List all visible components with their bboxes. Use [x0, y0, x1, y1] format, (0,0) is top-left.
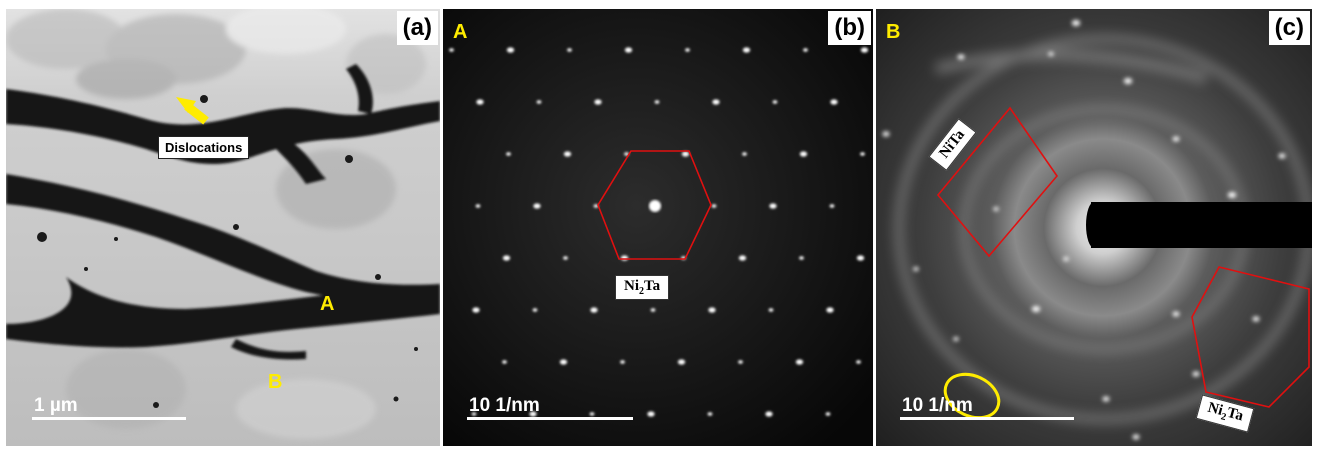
diffraction-spot	[742, 47, 751, 53]
diffraction-spot	[1227, 192, 1237, 198]
diffraction-pattern	[443, 9, 873, 446]
diffraction-spot	[1278, 153, 1286, 159]
panel-letter: (a)	[396, 11, 438, 45]
diffraction-spot	[502, 255, 511, 261]
diffraction-spot	[1031, 306, 1041, 312]
diffraction-spot	[593, 204, 599, 208]
diffraction-spot	[1071, 20, 1081, 26]
diffraction-spot	[589, 412, 595, 416]
diffraction-spot	[472, 307, 480, 313]
tem-micrograph	[6, 9, 440, 446]
diffraction-spot	[620, 360, 625, 364]
diffraction-spot	[712, 99, 720, 105]
diffraction-spot	[1252, 316, 1260, 322]
diffraction-spot	[536, 100, 542, 104]
diffraction-spot	[677, 359, 686, 365]
diffraction-spot	[529, 411, 537, 417]
diffraction-spot	[882, 131, 890, 137]
diffraction-spot	[1048, 52, 1054, 56]
diffraction-spot	[1063, 257, 1069, 261]
region-label: B	[886, 21, 901, 43]
diffraction-spot	[829, 204, 835, 208]
diffraction-spot	[533, 203, 541, 209]
diffraction-panel-b: B (c) NiTa Ni2Ta 10 1/nm	[876, 9, 1312, 446]
diffraction-spot	[799, 151, 808, 157]
diffraction-spot	[711, 204, 717, 208]
region-label: A	[453, 21, 468, 43]
diffraction-spot	[650, 308, 656, 312]
diffraction-spot	[1132, 434, 1140, 440]
diffraction-spot	[559, 359, 568, 365]
diffraction-spot	[624, 47, 633, 53]
diffraction-spot	[620, 255, 629, 261]
panel-letter: (b)	[828, 11, 871, 45]
diffraction-spot	[795, 359, 804, 365]
diffraction-spot	[624, 152, 629, 156]
scale-bar	[32, 417, 186, 420]
diffraction-spot	[475, 204, 481, 208]
diffraction-spot	[594, 99, 602, 105]
scale-text: 10 1/nm	[902, 395, 973, 416]
diffraction-spot	[563, 151, 572, 157]
dislocations-label: Dislocations	[158, 136, 250, 159]
diffraction-spot	[502, 360, 507, 364]
diffraction-spot	[647, 411, 655, 417]
diffraction-spot	[772, 100, 778, 104]
point-b-label: B	[268, 371, 283, 393]
diffraction-spot	[803, 48, 808, 52]
diffraction-spot	[953, 337, 959, 341]
diffraction-spot	[449, 48, 454, 52]
diffraction-spot	[506, 47, 515, 53]
diffraction-spot	[860, 152, 865, 156]
diffraction-spot	[506, 152, 511, 156]
diffraction-spot	[1172, 136, 1180, 142]
diffraction-spot	[799, 256, 804, 260]
diffraction-spot	[742, 152, 747, 156]
diffraction-spot	[567, 48, 572, 52]
diffraction-spot	[768, 308, 774, 312]
point-a-label: A	[320, 293, 335, 315]
diffraction-spot	[1123, 78, 1133, 84]
diffraction-spot	[476, 99, 484, 105]
tem-brightfield-panel: (a) Dislocations A B 1 µm	[6, 9, 440, 446]
diffraction-spot	[1192, 371, 1200, 377]
diffraction-spot	[685, 48, 690, 52]
diffraction-spot	[707, 412, 713, 416]
diffraction-spot	[957, 54, 965, 60]
diffraction-spot	[913, 267, 919, 271]
diffraction-spot	[765, 411, 773, 417]
diffraction-spot	[708, 307, 716, 313]
diffraction-panel-a: A (b) Ni2Ta 10 1/nm	[443, 9, 873, 446]
ni2ta-label: Ni2Ta	[615, 275, 670, 300]
diffraction-spot	[738, 360, 743, 364]
arrow-icon	[176, 97, 209, 125]
diffraction-spot	[681, 151, 690, 157]
scale-text: 10 1/nm	[469, 395, 540, 416]
scale-text: 1 µm	[34, 395, 78, 416]
diffraction-pattern	[876, 9, 1312, 446]
diffraction-spot	[856, 255, 865, 261]
diffraction-spot	[860, 47, 869, 53]
diffraction-spot	[826, 307, 834, 313]
diffraction-spot	[654, 100, 660, 104]
diffraction-spot	[738, 255, 747, 261]
scale-bar	[900, 417, 1074, 420]
diffraction-spot	[856, 360, 861, 364]
diffraction-spot	[590, 307, 598, 313]
diffraction-spot	[993, 207, 999, 211]
scale-bar	[467, 417, 633, 420]
diffraction-spot	[471, 412, 477, 416]
panel-letter: (c)	[1268, 11, 1310, 45]
diffraction-spot	[830, 99, 838, 105]
diffraction-spot	[1172, 311, 1180, 317]
diffraction-spot	[563, 256, 568, 260]
diffraction-spot	[1102, 396, 1110, 402]
diffraction-spot	[532, 308, 538, 312]
diffraction-spot	[825, 412, 831, 416]
diffraction-spot	[769, 203, 777, 209]
